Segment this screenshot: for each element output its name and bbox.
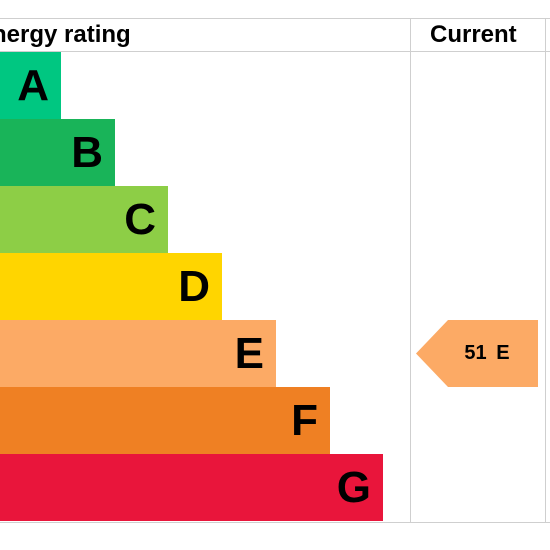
current-heading: Current [430, 21, 517, 48]
band-g-letter: G [336, 463, 371, 512]
current-rating-value: 51 E [464, 342, 510, 364]
band-b: B [0, 119, 115, 186]
energy-rating-heading: Energy rating [0, 21, 131, 48]
column-divider-left [410, 18, 411, 523]
band-c: C [0, 186, 168, 253]
band-g: G [0, 454, 383, 521]
table-top-border [0, 18, 550, 19]
current-rating-indicator: 51 E [416, 320, 538, 387]
band-e: E [0, 320, 276, 387]
header-bottom-border [0, 51, 550, 52]
table-bottom-border [0, 522, 550, 523]
band-f-letter: F [291, 396, 318, 445]
band-f: F [0, 387, 330, 454]
band-d: D [0, 253, 222, 320]
current-rating-arrow-shape [416, 320, 538, 387]
band-c-letter: C [124, 195, 156, 244]
band-b-letter: B [71, 128, 103, 177]
band-e-letter: E [234, 329, 264, 378]
column-divider-right [545, 18, 546, 523]
band-a-letter: A [17, 61, 49, 110]
band-d-letter: D [178, 262, 210, 311]
band-a: A [0, 52, 61, 119]
